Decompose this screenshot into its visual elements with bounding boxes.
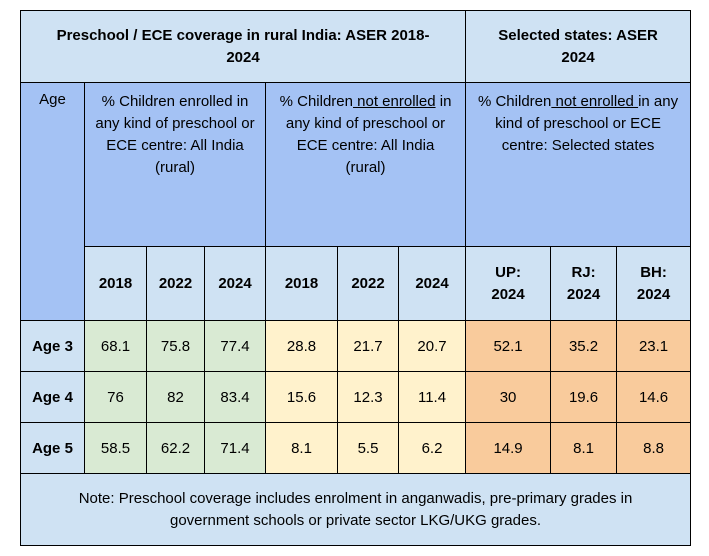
not-enrolled-underlined: not enrolled [353, 93, 436, 110]
table-note: Note: Preschool coverage includes enrolm… [19, 473, 692, 546]
year-header-enrolled-2022: 2022 [146, 246, 205, 321]
states-header-text: % Children not enrolled in any kind of p… [473, 91, 683, 157]
cell-enrolled-2018: 68.1 [84, 320, 147, 372]
year-header-enrolled-2024: 2024 [204, 246, 266, 321]
year-header-enrolled-2018: 2018 [84, 246, 147, 321]
cell-rj: 35.2 [550, 320, 618, 372]
right-section-title: Selected states: ASER 2024 [465, 10, 692, 83]
cell-not-enrolled-2024: 6.2 [397, 422, 467, 474]
bh-label: BH: [640, 263, 667, 281]
cell-rj: 8.1 [550, 422, 618, 474]
cell-up: 52.1 [465, 320, 552, 372]
cell-not-enrolled-2022: 21.7 [337, 320, 399, 372]
cell-not-enrolled-2022: 12.3 [337, 371, 399, 423]
cell-enrolled-2024: 71.4 [204, 422, 266, 474]
cell-enrolled-2022: 62.2 [146, 422, 205, 474]
row-label: Age 3 [20, 320, 85, 372]
cell-up: 14.9 [465, 422, 552, 474]
cell-not-enrolled-2024: 11.4 [397, 371, 467, 423]
cell-not-enrolled-2022: 5.5 [337, 422, 399, 474]
rj-label: RJ: [571, 263, 596, 281]
rj-year: 2024 [566, 285, 601, 303]
table-row: Age 4 76 82 83.4 15.6 12.3 11.4 30 19.6 … [20, 371, 692, 423]
row-label: Age 4 [20, 371, 85, 423]
states-post: in any kind of preschool or ECE centre: … [495, 93, 679, 154]
aser-preschool-table: Preschool / ECE coverage in rural India:… [19, 10, 692, 546]
cell-not-enrolled-2018: 15.6 [265, 371, 338, 423]
states-underlined: not enrolled [551, 93, 639, 110]
not-enrolled-column-header: % Children not enrolled in any kind of p… [264, 82, 467, 247]
cell-bh: 23.1 [616, 320, 692, 372]
enrolled-header-text: % Children enrolled in any kind of presc… [95, 93, 255, 176]
cell-enrolled-2024: 83.4 [204, 371, 266, 423]
cell-enrolled-2024: 77.4 [204, 320, 266, 372]
note-text: Note: Preschool coverage includes enrolm… [78, 489, 633, 529]
cell-not-enrolled-2018: 28.8 [265, 320, 338, 372]
year-header-not-enrolled-2022: 2022 [337, 246, 399, 321]
bh-year: 2024 [636, 285, 671, 303]
not-enrolled-pre: % Children [279, 93, 353, 110]
not-enrolled-post: in any kind of preschool or ECE centre: … [285, 93, 452, 176]
year-header-not-enrolled-2024: 2024 [397, 246, 467, 321]
cell-rj: 19.6 [550, 371, 618, 423]
left-title-text: Preschool / ECE coverage in rural India:… [56, 26, 430, 66]
up-year: 2024 [491, 285, 525, 303]
year-header-not-enrolled-2018: 2018 [265, 246, 338, 321]
state-header-rj: RJ: 2024 [550, 246, 618, 321]
up-label: UP: [495, 263, 521, 281]
cell-enrolled-2022: 75.8 [146, 320, 205, 372]
left-section-title: Preschool / ECE coverage in rural India:… [19, 10, 467, 83]
age-column-header: Age [20, 82, 85, 321]
table-row: Age 3 68.1 75.8 77.4 28.8 21.7 20.7 52.1… [20, 320, 692, 372]
states-pre: % Children [477, 93, 552, 110]
table-row: Age 5 58.5 62.2 71.4 8.1 5.5 6.2 14.9 8.… [20, 422, 692, 474]
row-label: Age 5 [20, 422, 85, 474]
cell-bh: 8.8 [616, 422, 692, 474]
cell-bh: 14.6 [616, 371, 692, 423]
cell-enrolled-2018: 76 [84, 371, 147, 423]
state-header-up: UP: 2024 [465, 246, 552, 321]
not-enrolled-header-text: % Children not enrolled in any kind of p… [276, 91, 456, 179]
cell-not-enrolled-2024: 20.7 [397, 320, 467, 372]
cell-enrolled-2022: 82 [146, 371, 205, 423]
cell-up: 30 [465, 371, 552, 423]
right-title-text: Selected states: ASER 2024 [498, 26, 658, 66]
age-header-text: Age [39, 91, 66, 108]
enrolled-column-header: % Children enrolled in any kind of presc… [84, 82, 266, 247]
cell-enrolled-2018: 58.5 [84, 422, 147, 474]
cell-not-enrolled-2018: 8.1 [265, 422, 338, 474]
states-column-header: % Children not enrolled in any kind of p… [465, 82, 692, 247]
state-header-bh: BH: 2024 [616, 246, 692, 321]
